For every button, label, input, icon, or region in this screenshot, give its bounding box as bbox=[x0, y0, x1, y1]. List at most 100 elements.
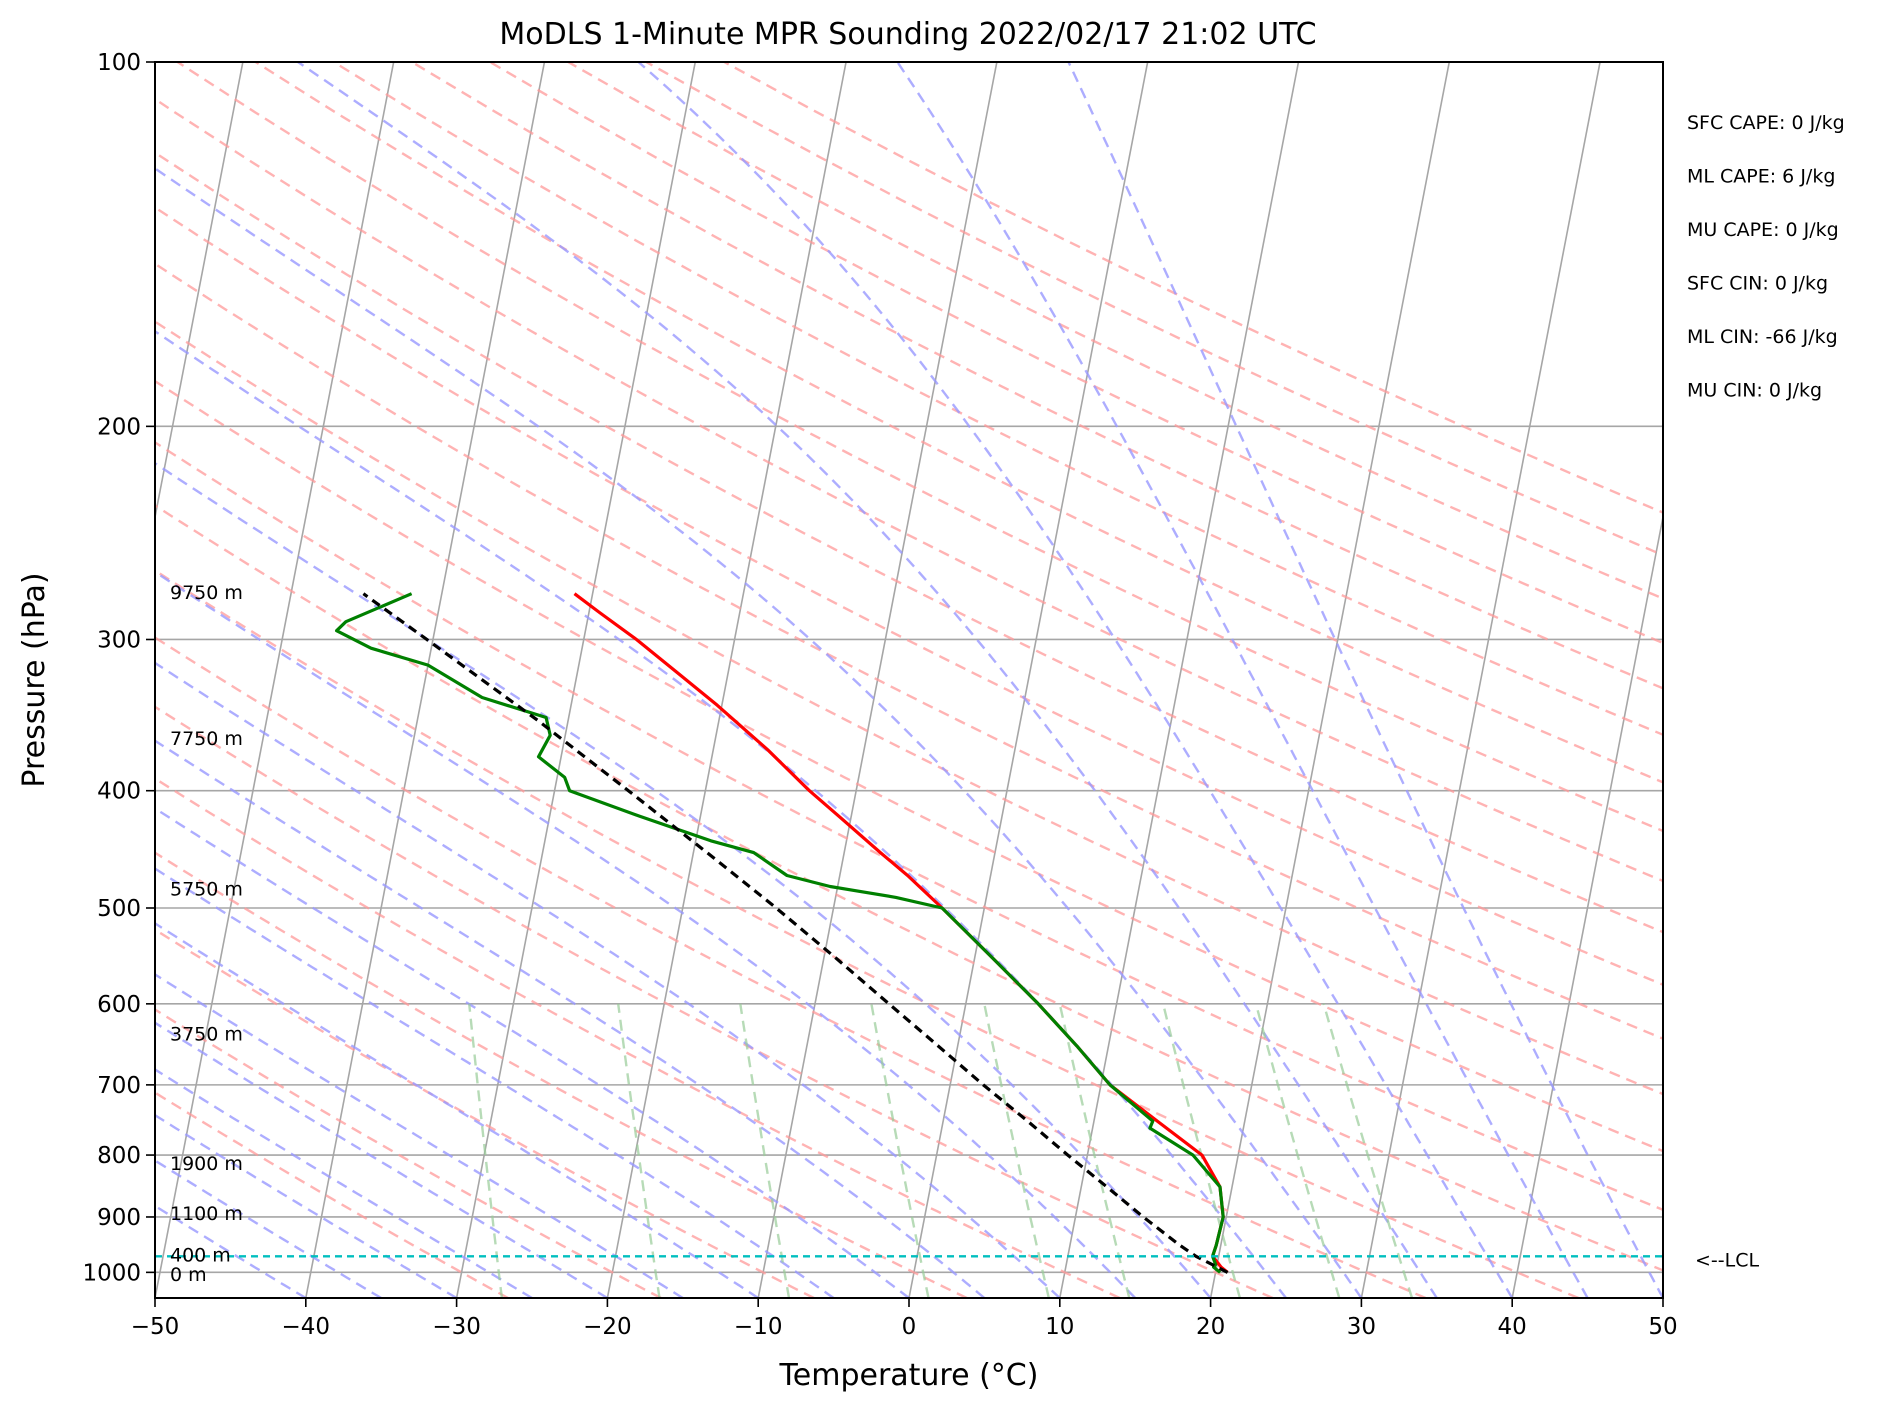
isotherm-line bbox=[1511, 512, 1663, 1298]
index-label: ML CAPE: 6 J/kg bbox=[1687, 166, 1835, 188]
mixing-ratio-line bbox=[1161, 1003, 1242, 1298]
x-tick-label: −30 bbox=[432, 1314, 481, 1340]
y-tick-label: 700 bbox=[97, 1073, 141, 1099]
y-tick-label: 900 bbox=[97, 1205, 141, 1231]
moist-adiabat-line bbox=[155, 972, 684, 1298]
dry-adiabat-line bbox=[155, 440, 1663, 1212]
x-tick-label: 50 bbox=[1648, 1314, 1677, 1340]
mixing-ratio-line bbox=[870, 1003, 930, 1298]
index-label: SFC CAPE: 0 J/kg bbox=[1687, 112, 1845, 134]
dry-adiabat-line bbox=[155, 151, 1663, 934]
moist-adiabat-line bbox=[155, 739, 986, 1298]
dry-adiabat-line bbox=[155, 97, 1663, 883]
dry-adiabat-line bbox=[723, 62, 1663, 514]
chart-title: MoDLS 1-Minute MPR Sounding 2022/02/17 2… bbox=[499, 17, 1316, 52]
moist-adiabat-line bbox=[155, 461, 1212, 1298]
dewpoint-profile-line bbox=[335, 592, 1225, 1274]
x-tick-label: 30 bbox=[1347, 1314, 1376, 1340]
moist-adiabat-line bbox=[155, 1067, 533, 1298]
y-tick-label: 500 bbox=[97, 896, 141, 922]
moist-adiabat-line bbox=[155, 570, 1137, 1298]
y-tick-label: 300 bbox=[97, 627, 141, 653]
x-tick-label: 40 bbox=[1498, 1314, 1527, 1340]
height-label: 1900 m bbox=[170, 1153, 243, 1175]
isotherm-line bbox=[155, 62, 395, 1298]
isotherm-line bbox=[155, 62, 244, 522]
dry-adiabat-line bbox=[645, 62, 1663, 557]
dry-adiabat-line bbox=[489, 62, 1663, 645]
y-tick-label: 400 bbox=[97, 779, 141, 805]
moist-adiabat-line bbox=[297, 62, 1438, 1298]
mixing-ratio-line bbox=[983, 1003, 1050, 1298]
y-tick-label: 800 bbox=[97, 1143, 141, 1169]
moist-adiabat-line bbox=[155, 1204, 307, 1298]
x-tick-label: −50 bbox=[131, 1314, 180, 1340]
dry-adiabat-line bbox=[155, 379, 1663, 1153]
lcl-label: <--LCL bbox=[1695, 1249, 1759, 1271]
moist-adiabat-line bbox=[1067, 62, 1663, 1298]
moist-adiabat-line bbox=[896, 62, 1589, 1298]
x-tick-label: −10 bbox=[734, 1314, 783, 1340]
dry-adiabat-line bbox=[155, 262, 1663, 1040]
index-label: ML CIN: -66 J/kg bbox=[1687, 326, 1838, 348]
index-label: MU CAPE: 0 J/kg bbox=[1687, 219, 1839, 241]
isotherm-line bbox=[305, 62, 546, 1298]
y-tick-label: 200 bbox=[97, 414, 141, 440]
x-tick-label: 0 bbox=[902, 1314, 917, 1340]
mixing-ratio-line bbox=[1254, 1003, 1341, 1298]
isotherm-line bbox=[908, 62, 1149, 1298]
x-tick-label: −40 bbox=[282, 1314, 331, 1340]
dry-adiabat-line bbox=[567, 62, 1663, 600]
dry-adiabat-line bbox=[176, 62, 1663, 833]
dry-adiabat-line bbox=[333, 62, 1663, 737]
moist-adiabat-line bbox=[155, 661, 1061, 1298]
y-tick-label: 600 bbox=[97, 992, 141, 1018]
plot-frame bbox=[154, 61, 1664, 1299]
height-label: 7750 m bbox=[170, 728, 243, 750]
index-label: SFC CIN: 0 J/kg bbox=[1687, 273, 1828, 295]
y-tick-label: 100 bbox=[97, 50, 141, 76]
dry-adiabat-line bbox=[155, 569, 1579, 1298]
isotherm-line bbox=[1209, 62, 1451, 1298]
dry-adiabat-line bbox=[155, 928, 815, 1298]
x-tick-label: 10 bbox=[1045, 1314, 1074, 1340]
moist-adiabat-line bbox=[155, 867, 835, 1298]
x-tick-label: −20 bbox=[583, 1314, 632, 1340]
moist-adiabat-line bbox=[155, 1113, 458, 1298]
moist-adiabat-line bbox=[155, 806, 910, 1298]
dry-adiabat-line bbox=[155, 636, 1427, 1298]
mixing-ratio-line bbox=[617, 1003, 661, 1298]
height-label: 9750 m bbox=[170, 582, 243, 604]
moist-adiabat-line bbox=[637, 62, 1514, 1298]
isotherm-line bbox=[1662, 1293, 1663, 1298]
isotherm-line bbox=[606, 62, 847, 1298]
dry-adiabat-line bbox=[155, 705, 1274, 1298]
moist-adiabat-line bbox=[155, 166, 1363, 1298]
dry-adiabat-line bbox=[155, 777, 1121, 1298]
dry-adiabat-line bbox=[254, 62, 1663, 784]
dry-adiabat-line bbox=[155, 1091, 509, 1298]
dry-adiabat-line bbox=[155, 1008, 662, 1298]
dry-adiabat-line bbox=[155, 320, 1663, 1096]
x-axis-label: Temperature (°C) bbox=[779, 1358, 1039, 1393]
height-label: 5750 m bbox=[170, 879, 243, 901]
moist-adiabat-line bbox=[155, 921, 759, 1298]
mixing-ratio-line bbox=[1058, 1003, 1131, 1298]
parcel-profile-line bbox=[362, 592, 1229, 1274]
index-label: MU CIN: 0 J/kg bbox=[1687, 380, 1822, 402]
isotherm-line bbox=[455, 62, 697, 1298]
moist-adiabat-line bbox=[155, 1021, 609, 1298]
moist-adiabat-line bbox=[155, 1159, 382, 1298]
isotherm-line bbox=[1059, 62, 1300, 1298]
height-label: 400 m bbox=[170, 1245, 231, 1267]
dry-adiabat-line bbox=[155, 206, 1663, 986]
height-label: 3750 m bbox=[170, 1024, 243, 1046]
y-tick-label: 1000 bbox=[82, 1260, 141, 1286]
height-label: 0 m bbox=[170, 1264, 207, 1286]
height-label: 1100 m bbox=[170, 1203, 243, 1225]
mixing-ratio-line bbox=[1322, 1003, 1414, 1298]
mixing-ratio-line bbox=[468, 1003, 504, 1298]
x-tick-label: 20 bbox=[1196, 1314, 1225, 1340]
